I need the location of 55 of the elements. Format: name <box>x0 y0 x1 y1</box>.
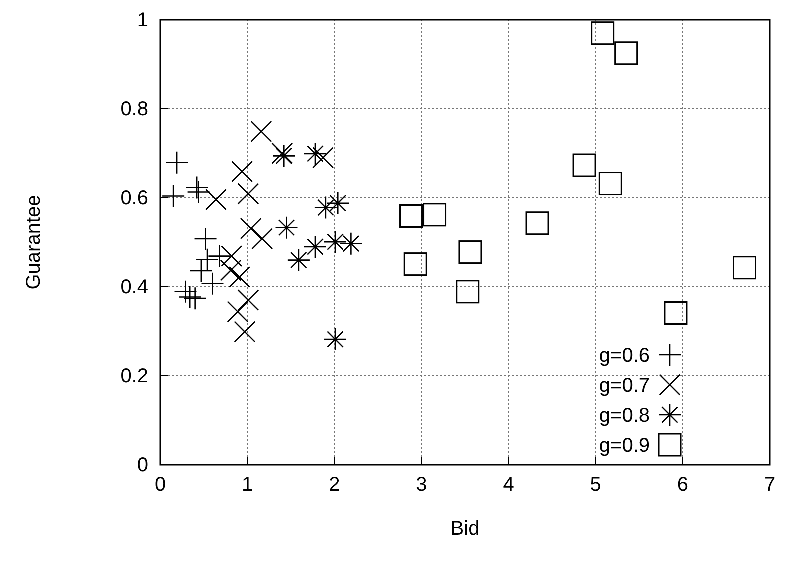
point <box>234 321 256 343</box>
y-tick-label: 0.8 <box>120 98 148 120</box>
point <box>202 272 224 295</box>
point <box>208 245 231 268</box>
point <box>227 301 249 322</box>
point <box>196 248 219 271</box>
legend-label: g=0.7 <box>599 375 650 397</box>
x-tick-label: 3 <box>416 474 428 496</box>
legend-label: g=0.6 <box>599 345 650 367</box>
point <box>456 280 480 304</box>
point <box>591 22 615 46</box>
point <box>162 185 185 208</box>
x-tick-label: 0 <box>154 474 166 496</box>
x-tick-label: 6 <box>677 474 688 496</box>
x-tick-label: 5 <box>590 474 602 496</box>
point <box>598 172 622 196</box>
legend-label: g=0.9 <box>599 435 650 457</box>
x-axis-title: Bid <box>450 518 480 540</box>
x-tick-label: 1 <box>242 474 254 496</box>
y-tick-label: 0.6 <box>120 187 148 210</box>
x-tick-label: 2 <box>329 474 340 496</box>
point <box>404 252 428 276</box>
point <box>252 228 273 250</box>
point <box>572 154 596 178</box>
point <box>232 161 253 182</box>
point <box>221 246 242 267</box>
point <box>664 302 688 326</box>
point <box>423 203 447 227</box>
point <box>179 286 202 308</box>
point <box>733 256 756 280</box>
y-tick-label: 0 <box>137 454 148 476</box>
y-tick-label: 1 <box>137 9 148 32</box>
point <box>458 240 482 264</box>
point <box>186 176 208 199</box>
y-tick-label: 0.2 <box>120 365 148 388</box>
point <box>240 218 262 240</box>
x-tick-label: 7 <box>764 474 776 496</box>
point <box>340 232 362 255</box>
point <box>400 204 424 228</box>
point <box>188 181 210 204</box>
point <box>194 228 217 250</box>
y-tick-label: 0.4 <box>120 276 148 298</box>
point <box>250 121 272 142</box>
point <box>526 212 550 236</box>
point <box>276 216 298 239</box>
y-axis-title: Guarantee <box>23 195 45 290</box>
point <box>312 147 334 169</box>
point <box>288 249 310 272</box>
point <box>166 152 188 174</box>
legend-label: g=0.8 <box>599 405 650 427</box>
point <box>314 196 337 219</box>
point <box>614 42 638 66</box>
point <box>184 288 206 310</box>
point <box>327 192 350 214</box>
x-tick-label: 4 <box>503 474 514 496</box>
